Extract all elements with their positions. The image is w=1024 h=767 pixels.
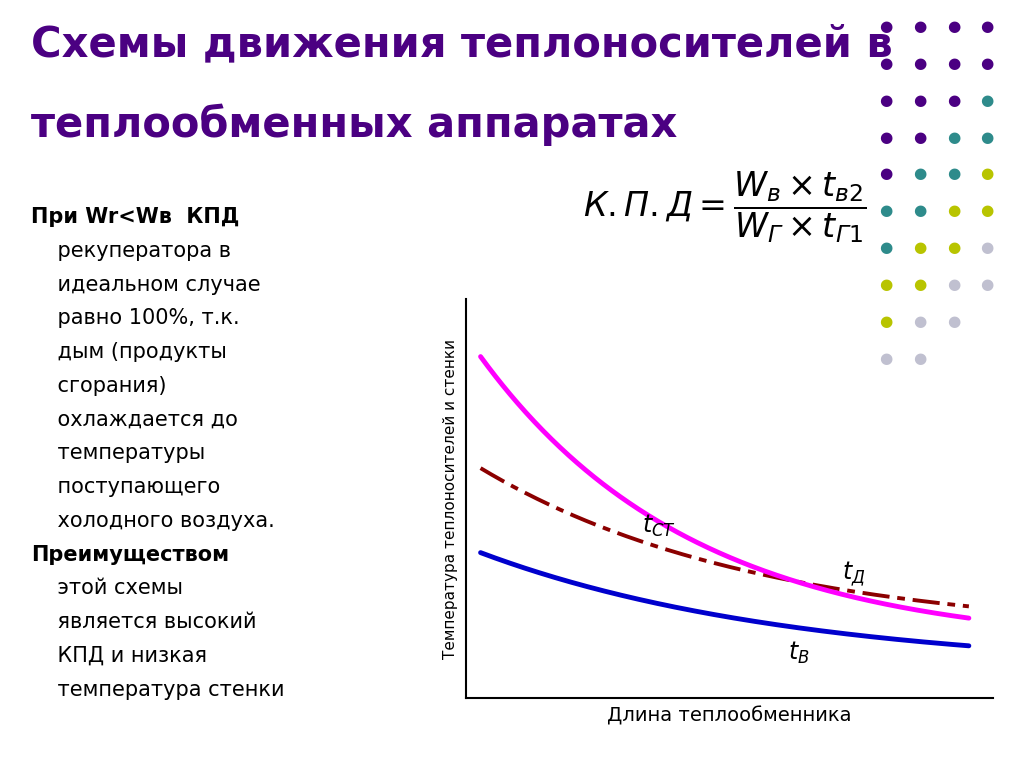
Text: температура стенки: температура стенки: [31, 680, 285, 700]
Text: ●: ●: [913, 56, 926, 71]
Text: холодного воздуха.: холодного воздуха.: [31, 511, 274, 531]
Text: ●: ●: [947, 203, 959, 219]
Y-axis label: Температура теплоносителей и стенки: Температура теплоносителей и стенки: [442, 338, 458, 659]
Text: ●: ●: [880, 19, 892, 35]
Text: ●: ●: [913, 93, 926, 108]
Text: поступающего: поступающего: [31, 477, 220, 497]
Text: рекуператора в: рекуператора в: [31, 241, 230, 261]
Text: ●: ●: [880, 203, 892, 219]
Text: ●: ●: [913, 166, 926, 182]
Text: Преимуществом: Преимуществом: [31, 545, 228, 565]
Text: ●: ●: [981, 277, 993, 292]
Text: ●: ●: [981, 19, 993, 35]
Text: ●: ●: [913, 314, 926, 329]
Text: равно 100%, т.к.: равно 100%, т.к.: [31, 308, 240, 328]
Text: ●: ●: [947, 277, 959, 292]
Text: ●: ●: [947, 93, 959, 108]
Text: охлаждается до: охлаждается до: [31, 410, 238, 430]
Text: $t_В$: $t_В$: [788, 640, 810, 666]
Text: $t_Д$: $t_Д$: [842, 558, 865, 587]
Text: ●: ●: [981, 56, 993, 71]
Text: сгорания): сгорания): [31, 376, 166, 396]
Text: ●: ●: [981, 240, 993, 255]
Text: дым (продукты: дым (продукты: [31, 342, 226, 362]
Text: идеальном случае: идеальном случае: [31, 275, 260, 295]
Text: ●: ●: [913, 277, 926, 292]
Text: ●: ●: [880, 277, 892, 292]
Text: ●: ●: [880, 166, 892, 182]
Text: ●: ●: [880, 314, 892, 329]
Text: $t_{СТ}$: $t_{СТ}$: [642, 513, 676, 539]
Text: Схемы движения теплоносителей в: Схемы движения теплоносителей в: [31, 23, 893, 65]
Text: КПД и низкая: КПД и низкая: [31, 646, 207, 666]
Text: ●: ●: [947, 240, 959, 255]
Text: ●: ●: [880, 351, 892, 366]
Text: ●: ●: [981, 93, 993, 108]
Text: температуры: температуры: [31, 443, 205, 463]
Text: ●: ●: [880, 130, 892, 145]
Text: ●: ●: [947, 19, 959, 35]
Text: ●: ●: [913, 203, 926, 219]
Text: При Wr<Wв  КПД: При Wr<Wв КПД: [31, 207, 239, 227]
Text: является высокий: является высокий: [31, 612, 256, 632]
Text: ●: ●: [880, 240, 892, 255]
Text: этой схемы: этой схемы: [31, 578, 182, 598]
Text: $\mathit{К.П.Д} = \dfrac{W_в \times t_{в2}}{W_Г \times t_{Г1}}$: $\mathit{К.П.Д} = \dfrac{W_в \times t_{в…: [583, 170, 866, 245]
Text: ●: ●: [913, 19, 926, 35]
Text: ●: ●: [947, 56, 959, 71]
Text: ●: ●: [981, 130, 993, 145]
Text: ●: ●: [913, 130, 926, 145]
Text: ●: ●: [947, 314, 959, 329]
Text: теплообменных аппаратах: теплообменных аппаратах: [31, 104, 677, 146]
Text: ●: ●: [981, 166, 993, 182]
Text: ●: ●: [947, 130, 959, 145]
Text: ●: ●: [913, 240, 926, 255]
Text: ●: ●: [880, 93, 892, 108]
Text: ●: ●: [880, 56, 892, 71]
X-axis label: Длина теплообменника: Длина теплообменника: [607, 706, 852, 726]
Text: ●: ●: [913, 351, 926, 366]
Text: ●: ●: [947, 166, 959, 182]
Text: ●: ●: [981, 203, 993, 219]
